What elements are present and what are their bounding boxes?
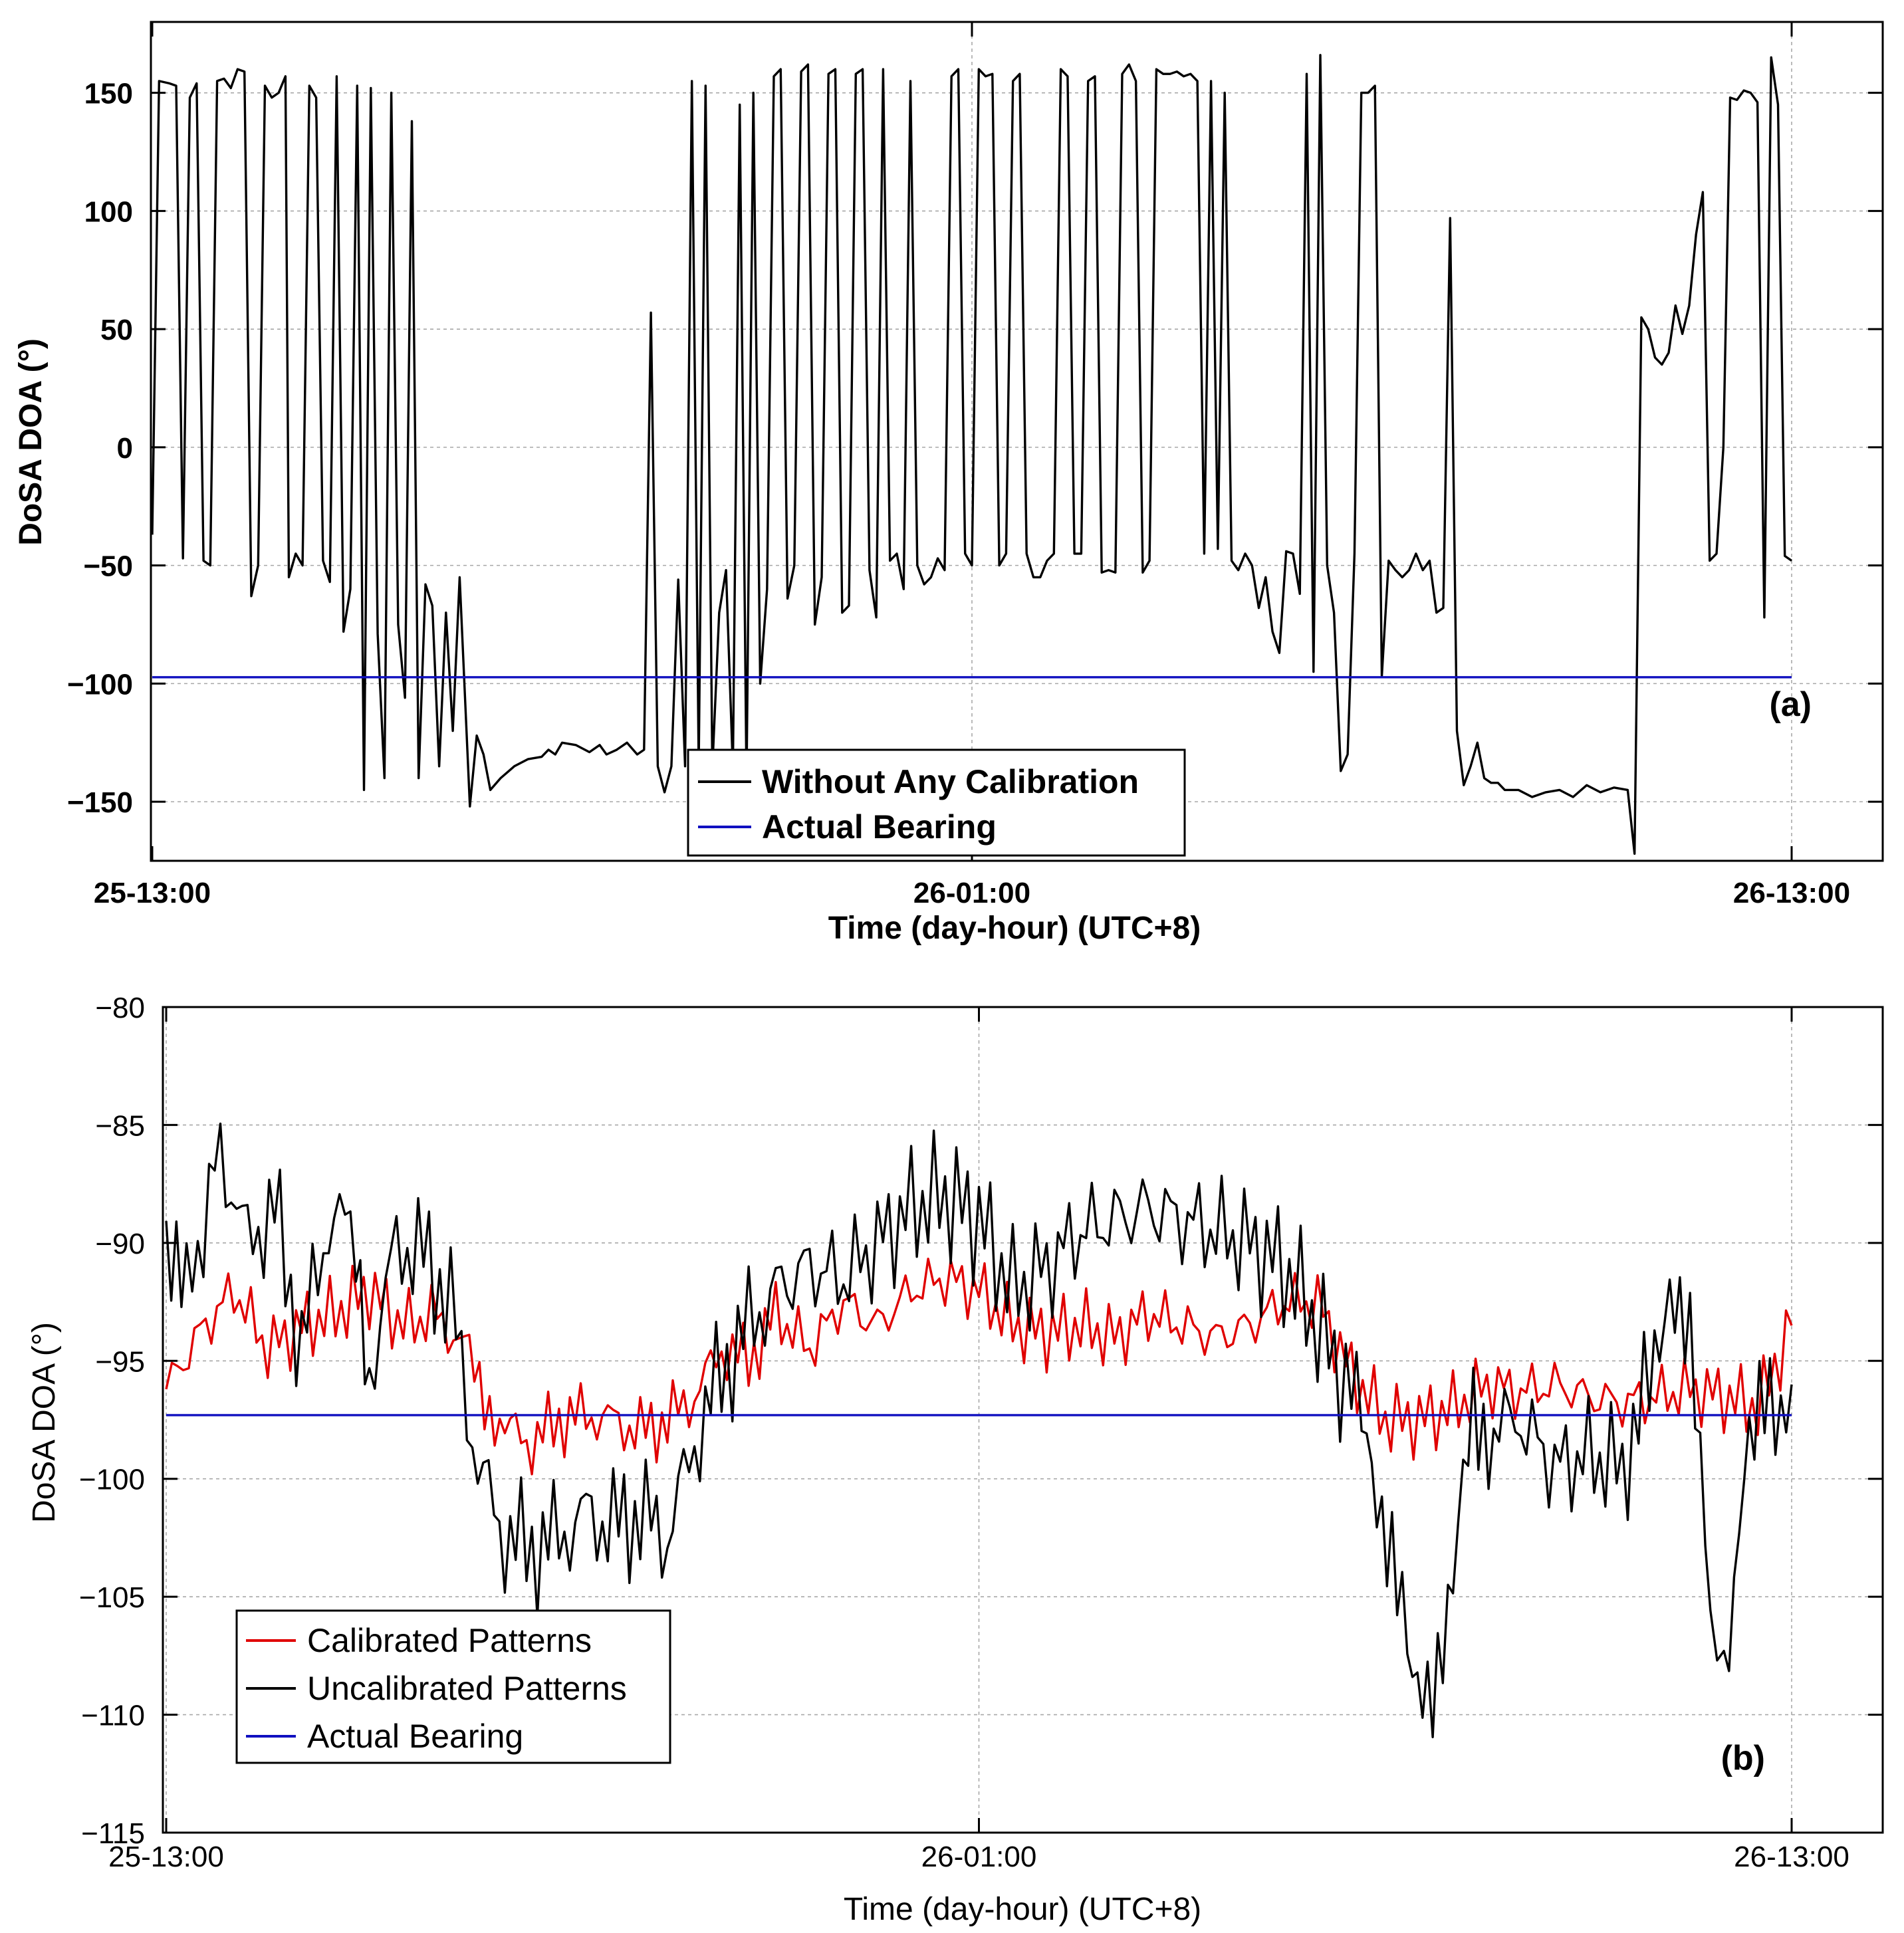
panel-b-x-tick-label: 25-13:00 xyxy=(108,1841,224,1873)
panel-a: −150 −100 −50 0 50 100 150 25-13:00 26-01:00 26-1… xyxy=(13,21,1884,946)
panel-a-y-tick-label: 0 xyxy=(117,432,133,465)
panel-a-y-tick-label: 50 xyxy=(100,314,133,346)
panel-b-x-axis-title: Time (day-hour) (UTC+8) xyxy=(844,1892,1201,1927)
panel-a-y-tick-label: −150 xyxy=(67,786,133,819)
panel-a-ticks: −150 −100 −50 0 50 100 150 25-13:00 26-01:00 26-1… xyxy=(67,22,1883,909)
panel-a-legend: Without Any Calibration Actual Bearing xyxy=(687,748,1186,857)
panel-b-legend: Calibrated Patterns Uncalibrated Pattern… xyxy=(235,1609,671,1764)
panel-a-series-without-any-calibration xyxy=(151,54,1792,855)
panel-a-grid xyxy=(151,22,1883,861)
panel-b-y-tick-label: −105 xyxy=(79,1581,145,1614)
panel-a-x-tick-label: 26-13:00 xyxy=(1733,877,1850,909)
panel-b-plot-frame xyxy=(162,1006,1884,1834)
panel-b-y-axis-title: DoSA DOA (°) xyxy=(27,1322,62,1523)
panel-b-label: (b) xyxy=(1721,1739,1765,1777)
panel-b-series xyxy=(165,1122,1793,1738)
panel-b-legend-label-actual-bearing: Actual Bearing xyxy=(307,1718,523,1755)
panel-b-series-uncalibrated-patterns xyxy=(165,1122,1793,1738)
panel-a-y-tick-label: 150 xyxy=(84,78,133,110)
panel-b-y-tick-label: −90 xyxy=(95,1228,145,1260)
panel-a-label: (a) xyxy=(1769,685,1812,724)
panel-b: −115 −110 −105 −100 −95 −90 −85 −80 25-13:00 26-0… xyxy=(27,992,1884,1927)
panel-a-y-tick-label: −100 xyxy=(67,668,133,701)
panel-b-legend-box xyxy=(235,1609,671,1764)
panel-a-plot-frame xyxy=(150,21,1884,862)
panel-a-series xyxy=(151,54,1792,855)
panel-a-x-tick-label: 26-01:00 xyxy=(913,877,1030,909)
panel-b-ticks: −115 −110 −105 −100 −95 −90 −85 −80 25-13:00 26-0… xyxy=(79,992,1883,1873)
panel-b-y-tick-label: −95 xyxy=(95,1345,145,1378)
panel-a-legend-label-without-calibration: Without Any Calibration xyxy=(762,763,1139,800)
panel-b-y-tick-label: −85 xyxy=(95,1109,145,1142)
panel-a-x-tick-label: 25-13:00 xyxy=(94,877,211,909)
panel-b-y-tick-label: −110 xyxy=(81,1700,145,1732)
panel-a-x-axis-title: Time (day-hour) (UTC+8) xyxy=(828,911,1201,946)
panel-b-series-calibrated-patterns xyxy=(165,1258,1793,1476)
panel-b-legend-label-calibrated: Calibrated Patterns xyxy=(307,1622,592,1659)
panel-b-x-tick-label: 26-13:00 xyxy=(1734,1841,1849,1873)
panel-b-legend-label-uncalibrated: Uncalibrated Patterns xyxy=(307,1670,627,1707)
panel-a-y-tick-label: −50 xyxy=(83,550,133,583)
panel-a-legend-box xyxy=(687,748,1186,857)
panel-b-y-tick-label: −80 xyxy=(95,992,145,1024)
panel-b-x-tick-label: 26-01:00 xyxy=(921,1841,1037,1873)
panel-b-y-tick-label: −115 xyxy=(81,1817,145,1850)
panel-a-y-axis-title: DoSA DOA (°) xyxy=(13,338,49,546)
panel-b-y-tick-label: −100 xyxy=(79,1464,145,1496)
panel-a-y-tick-label: 100 xyxy=(84,195,133,228)
panel-a-legend-label-actual-bearing: Actual Bearing xyxy=(762,808,997,846)
